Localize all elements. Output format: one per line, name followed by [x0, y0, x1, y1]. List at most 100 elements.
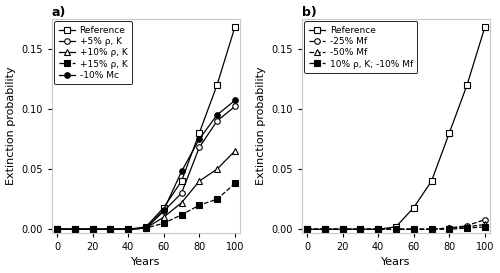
-50% Mf [375, 228, 381, 231]
+15% ρ, K [143, 226, 149, 230]
Line: -50% Mf: -50% Mf [304, 222, 488, 232]
+10% ρ, K [196, 179, 202, 183]
+5% ρ, K [232, 105, 238, 108]
Reference [125, 228, 131, 231]
-10% Mc [214, 113, 220, 117]
+15% ρ, K [214, 197, 220, 201]
+5% ρ, K [125, 228, 131, 231]
+10% ρ, K [143, 226, 149, 230]
-50% Mf [304, 228, 310, 231]
+10% ρ, K [54, 228, 60, 231]
+15% ρ, K [125, 228, 131, 231]
+15% ρ, K [72, 228, 78, 231]
+5% ρ, K [196, 146, 202, 149]
Reference [446, 131, 452, 135]
Reference [304, 228, 310, 231]
Y-axis label: Extinction probability: Extinction probability [6, 66, 16, 185]
-10% Mc [72, 228, 78, 231]
10% ρ, K; -10% Mf [446, 228, 452, 231]
Line: +10% ρ, K: +10% ρ, K [54, 148, 238, 232]
Line: Reference: Reference [54, 24, 238, 232]
-10% Mc [54, 228, 60, 231]
Reference [340, 228, 345, 231]
+5% ρ, K [108, 228, 114, 231]
-25% Mf [340, 228, 345, 231]
Reference [410, 206, 416, 209]
+5% ρ, K [160, 210, 166, 213]
Reference [108, 228, 114, 231]
Legend: Reference, -25% Mf, -50% Mf, 10% ρ, K; -10% Mf: Reference, -25% Mf, -50% Mf, 10% ρ, K; -… [304, 21, 418, 73]
10% ρ, K; -10% Mf [322, 228, 328, 231]
X-axis label: Years: Years [382, 257, 410, 268]
-50% Mf [322, 228, 328, 231]
Reference [90, 228, 96, 231]
10% ρ, K; -10% Mf [482, 225, 488, 229]
Reference [160, 206, 166, 209]
-10% Mc [196, 137, 202, 141]
-25% Mf [393, 228, 399, 231]
-25% Mf [464, 224, 470, 227]
+5% ρ, K [54, 228, 60, 231]
Y-axis label: Extinction probability: Extinction probability [256, 66, 266, 185]
+15% ρ, K [90, 228, 96, 231]
10% ρ, K; -10% Mf [428, 228, 434, 231]
Reference [196, 131, 202, 135]
Text: b): b) [302, 5, 316, 19]
10% ρ, K; -10% Mf [464, 226, 470, 230]
+10% ρ, K [72, 228, 78, 231]
-50% Mf [464, 225, 470, 229]
X-axis label: Years: Years [132, 257, 160, 268]
Reference [428, 179, 434, 183]
Reference [232, 25, 238, 29]
+10% ρ, K [232, 149, 238, 153]
Reference [358, 228, 364, 231]
-10% Mc [125, 228, 131, 231]
+15% ρ, K [54, 228, 60, 231]
-25% Mf [410, 228, 416, 231]
+15% ρ, K [160, 222, 166, 225]
+5% ρ, K [90, 228, 96, 231]
-50% Mf [410, 228, 416, 231]
Reference [393, 225, 399, 229]
+15% ρ, K [232, 182, 238, 185]
Line: Reference: Reference [304, 24, 488, 232]
+10% ρ, K [108, 228, 114, 231]
10% ρ, K; -10% Mf [410, 228, 416, 231]
-10% Mc [232, 99, 238, 102]
-25% Mf [482, 218, 488, 221]
10% ρ, K; -10% Mf [340, 228, 345, 231]
+5% ρ, K [72, 228, 78, 231]
-10% Mc [160, 208, 166, 212]
Line: -10% Mc: -10% Mc [54, 98, 238, 232]
Reference [375, 228, 381, 231]
-50% Mf [340, 228, 345, 231]
10% ρ, K; -10% Mf [358, 228, 364, 231]
Line: -25% Mf: -25% Mf [304, 217, 488, 232]
Reference [143, 225, 149, 229]
+5% ρ, K [178, 191, 184, 195]
+10% ρ, K [125, 228, 131, 231]
10% ρ, K; -10% Mf [304, 228, 310, 231]
-50% Mf [482, 223, 488, 226]
Reference [178, 179, 184, 183]
+15% ρ, K [178, 213, 184, 216]
-25% Mf [446, 226, 452, 230]
+10% ρ, K [178, 201, 184, 204]
-25% Mf [358, 228, 364, 231]
-25% Mf [322, 228, 328, 231]
+10% ρ, K [90, 228, 96, 231]
Text: a): a) [52, 5, 66, 19]
+10% ρ, K [160, 216, 166, 219]
Reference [482, 25, 488, 29]
-25% Mf [428, 228, 434, 231]
+15% ρ, K [196, 204, 202, 207]
-10% Mc [90, 228, 96, 231]
+15% ρ, K [108, 228, 114, 231]
Legend: Reference, +5% ρ, K, +10% ρ, K, +15% ρ, K, -10% Mc: Reference, +5% ρ, K, +10% ρ, K, +15% ρ, … [54, 21, 132, 84]
Reference [322, 228, 328, 231]
+10% ρ, K [214, 167, 220, 171]
Reference [214, 83, 220, 87]
+5% ρ, K [143, 226, 149, 230]
-50% Mf [393, 228, 399, 231]
-50% Mf [428, 228, 434, 231]
